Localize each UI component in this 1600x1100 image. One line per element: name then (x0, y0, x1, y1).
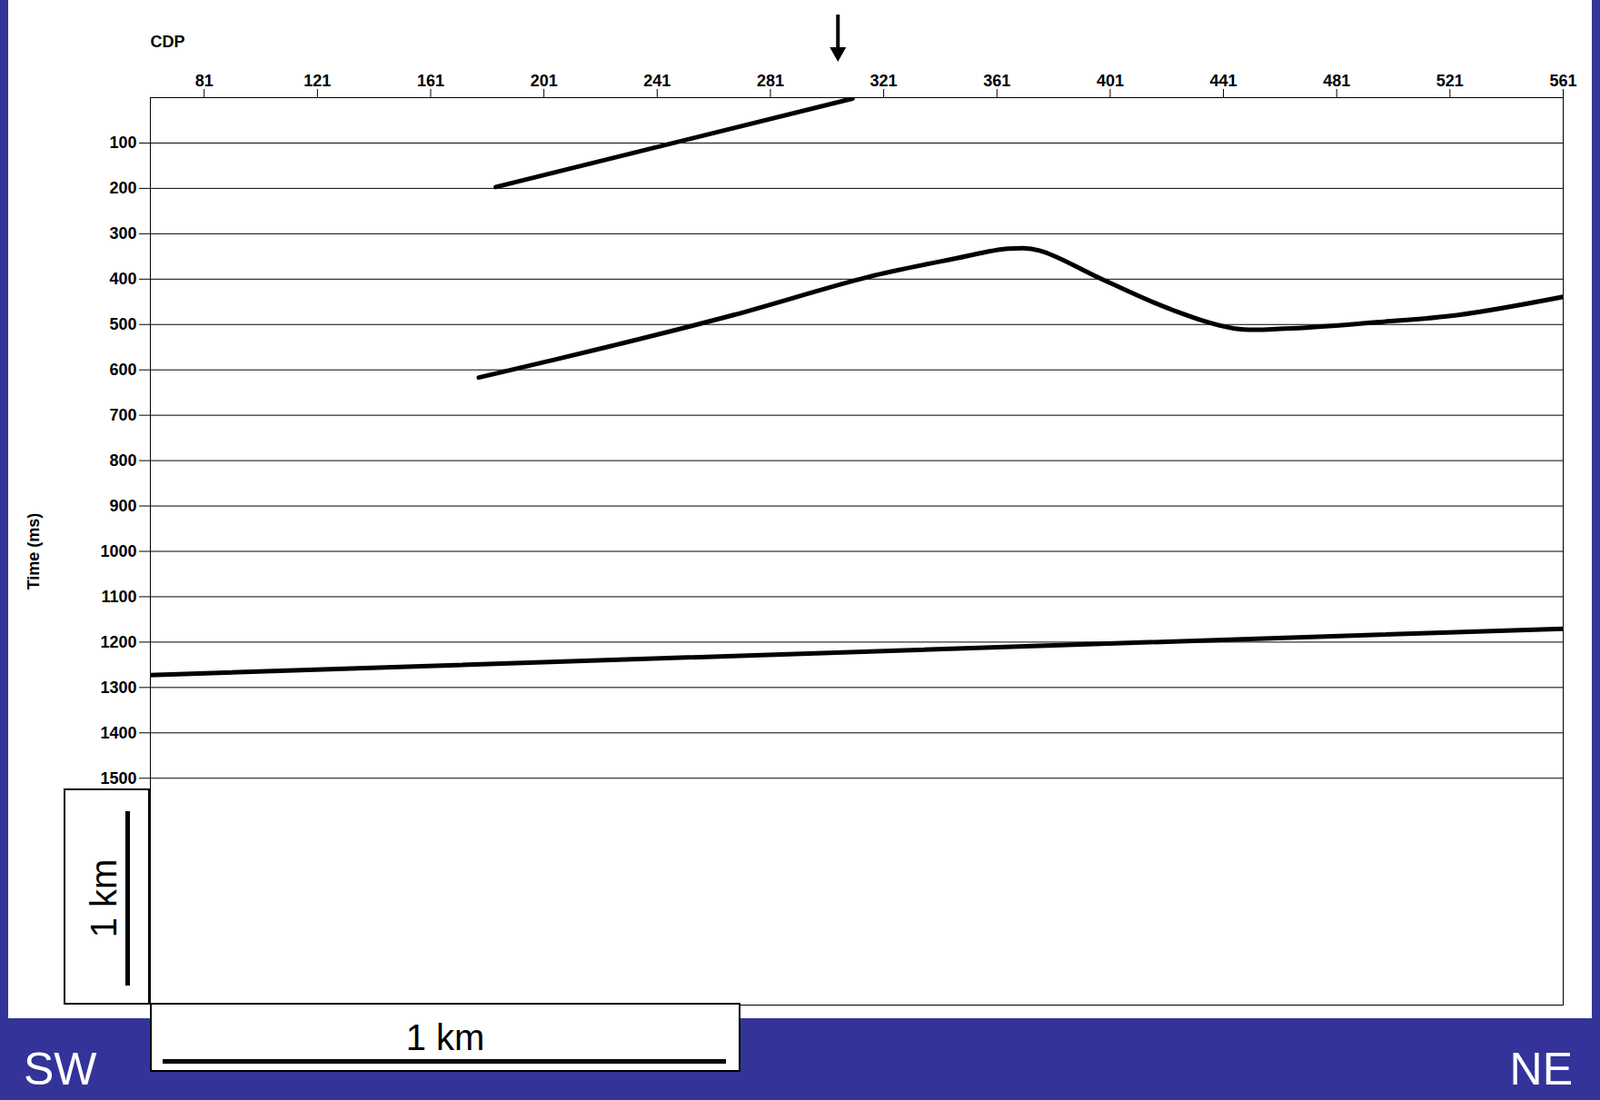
svg-text:521: 521 (1436, 71, 1464, 90)
html-text:1 km: 1 km (405, 1017, 485, 1058)
svg-text:700: 700 (109, 406, 137, 425)
svg-text:400: 400 (109, 269, 137, 289)
svg-text:201: 201 (530, 71, 558, 90)
svg-text:481: 481 (1322, 71, 1351, 90)
svg-text:441: 441 (1210, 71, 1238, 90)
html-text:1 km: 1 km (83, 859, 124, 939)
svg-text:500: 500 (109, 315, 137, 334)
svg-text:1100: 1100 (100, 587, 137, 607)
svg-text:200: 200 (109, 178, 137, 198)
svg-text:600: 600 (109, 360, 137, 379)
svg-text:Time (ms): Time (ms) (24, 513, 43, 591)
svg-text:100: 100 (109, 133, 137, 152)
svg-text:CDP: CDP (150, 32, 186, 51)
html-text:NE: NE (1509, 1043, 1573, 1095)
svg-text:1000: 1000 (99, 542, 137, 561)
svg-text:81: 81 (195, 71, 214, 90)
svg-text:1300: 1300 (99, 678, 137, 697)
svg-text:361: 361 (983, 71, 1011, 90)
svg-text:321: 321 (870, 71, 898, 90)
svg-text:1500: 1500 (99, 769, 137, 788)
html-text:SW: SW (23, 1043, 97, 1095)
svg-text:401: 401 (1096, 71, 1124, 90)
svg-text:561: 561 (1549, 71, 1577, 90)
svg-text:121: 121 (303, 71, 331, 90)
svg-text:161: 161 (417, 71, 445, 90)
svg-text:900: 900 (109, 496, 137, 516)
svg-text:1200: 1200 (99, 633, 137, 652)
svg-text:300: 300 (109, 224, 137, 243)
svg-text:241: 241 (643, 71, 671, 90)
svg-text:1400: 1400 (99, 724, 137, 743)
svg-text:281: 281 (756, 71, 785, 90)
svg-text:800: 800 (109, 451, 137, 470)
